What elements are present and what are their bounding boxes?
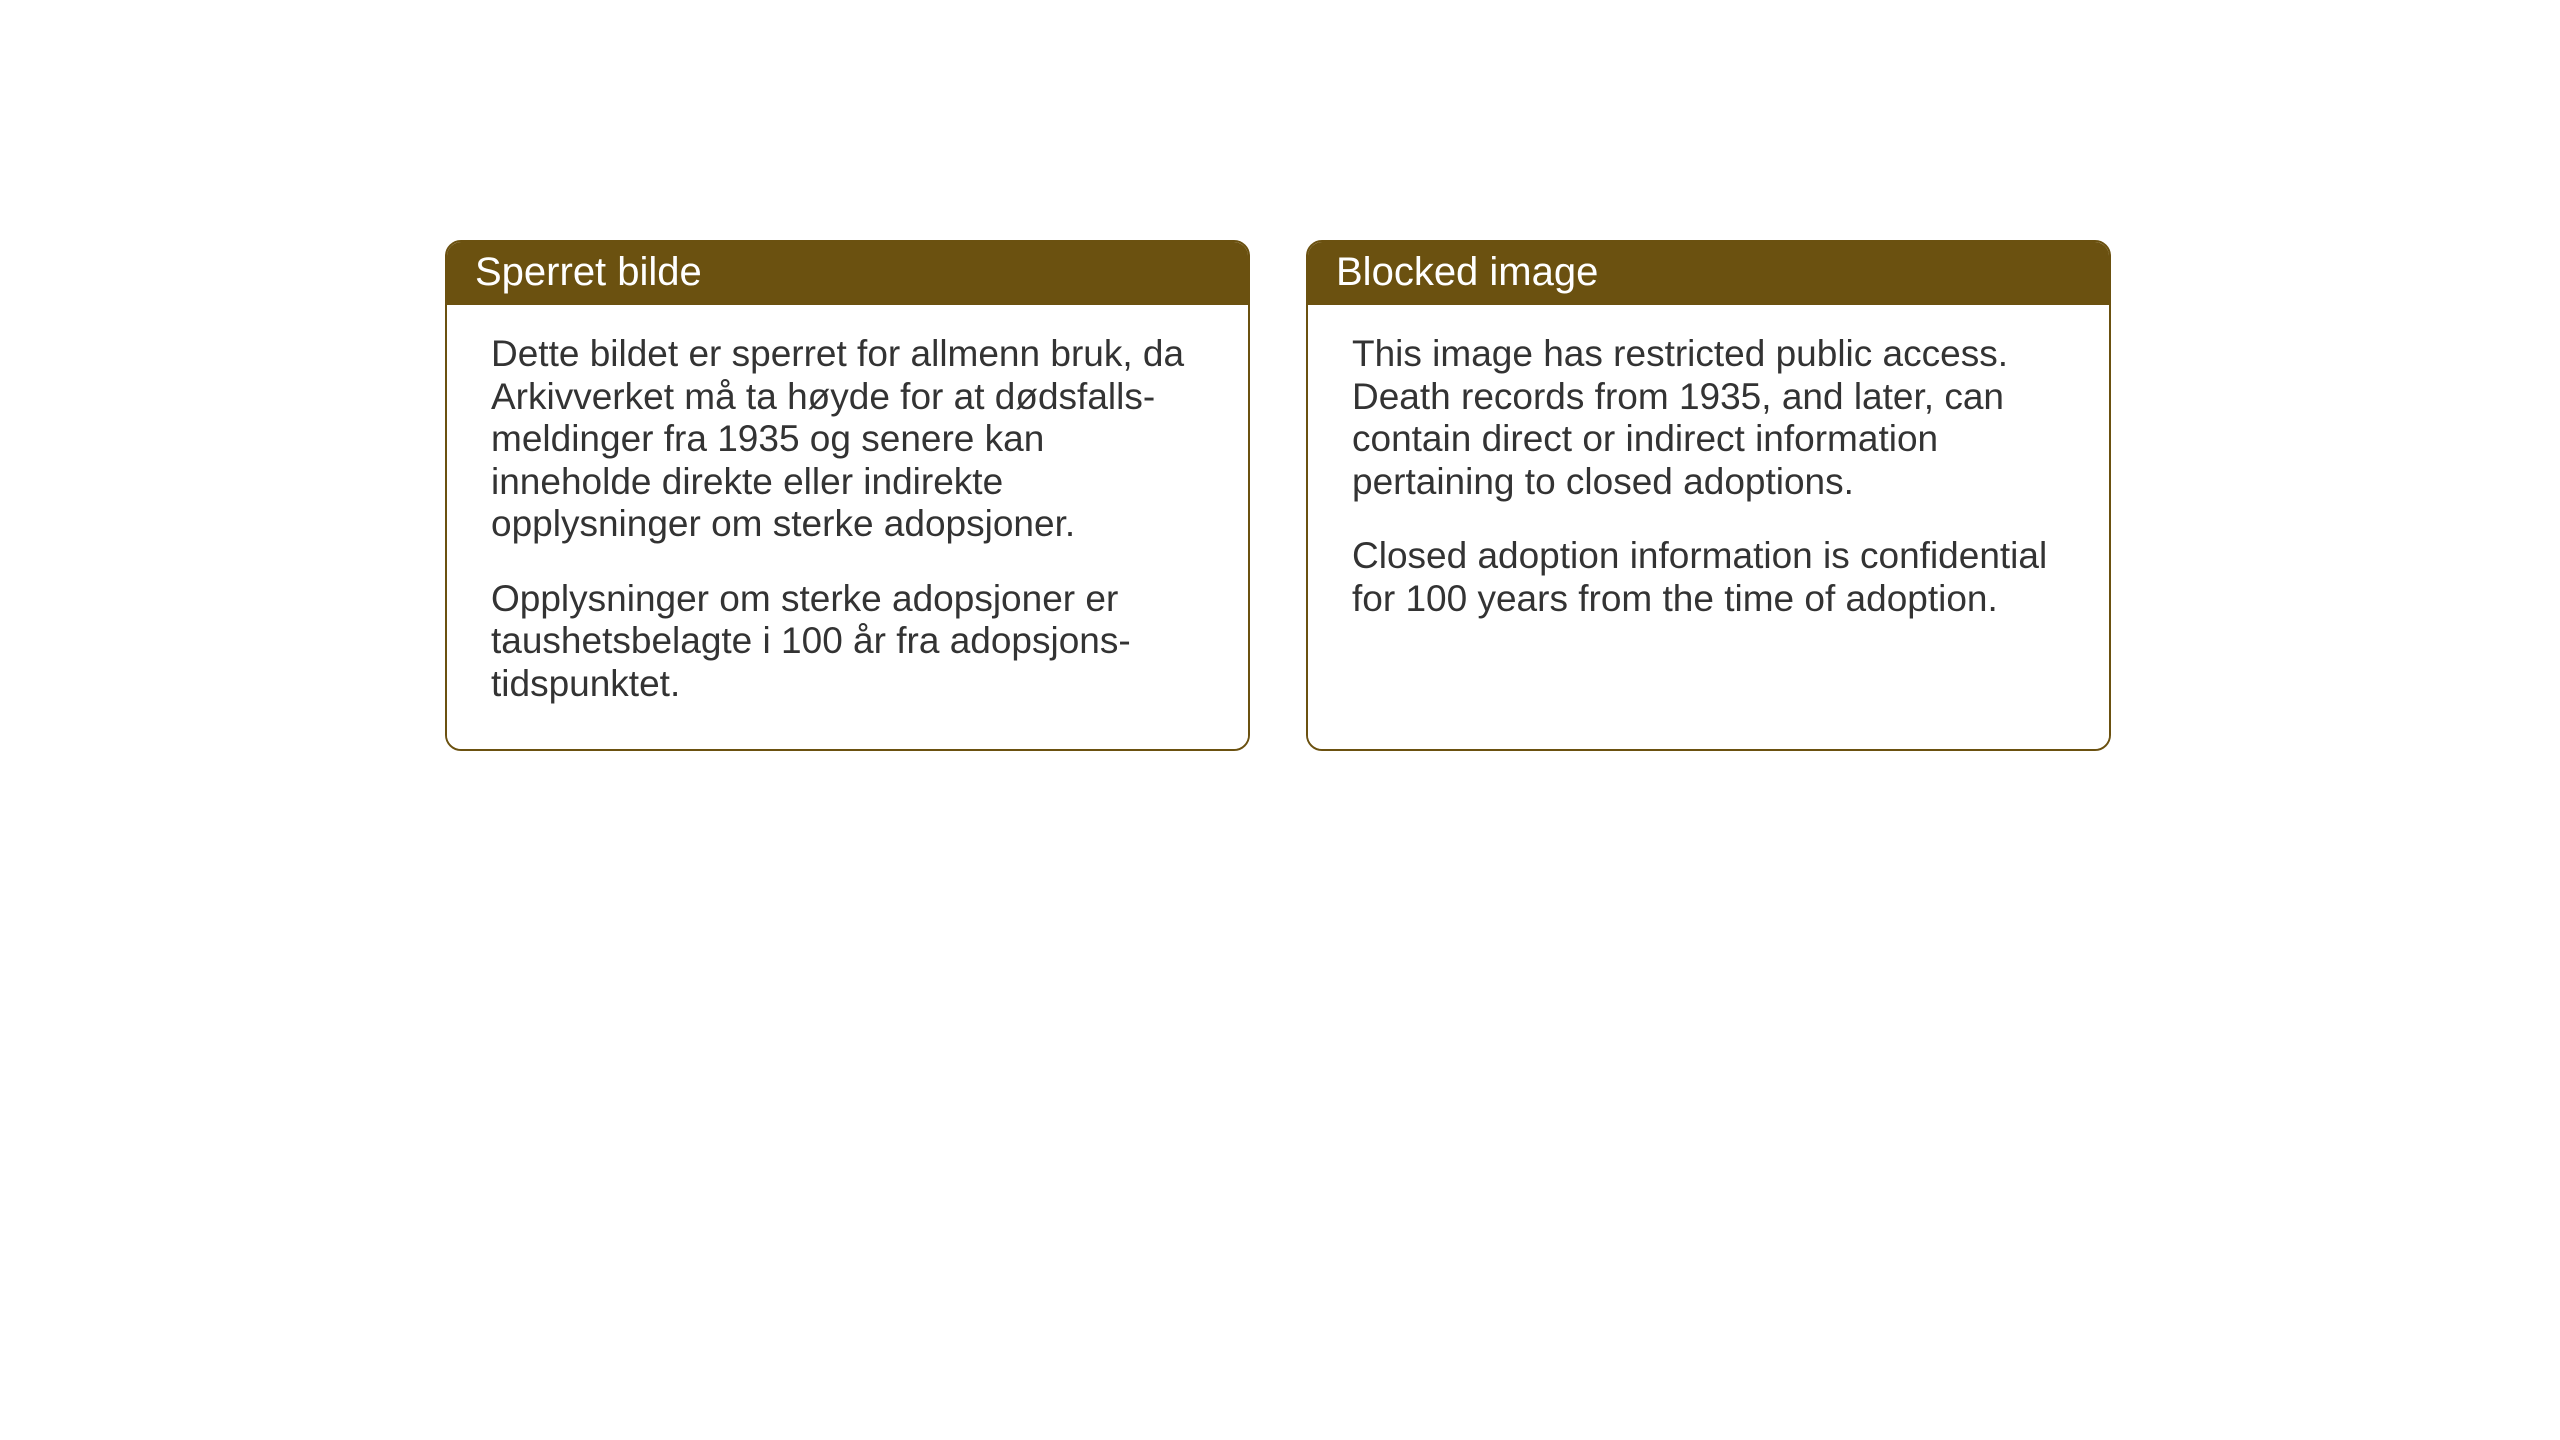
notice-header-english: Blocked image (1308, 242, 2109, 305)
notice-paragraph: This image has restricted public access.… (1352, 333, 2065, 503)
notice-header-norwegian: Sperret bilde (447, 242, 1248, 305)
notice-paragraph: Dette bildet er sperret for allmenn bruk… (491, 333, 1204, 546)
notice-body-english: This image has restricted public access.… (1308, 305, 2109, 749)
notice-box-norwegian: Sperret bilde Dette bildet er sperret fo… (445, 240, 1250, 751)
notice-container: Sperret bilde Dette bildet er sperret fo… (445, 240, 2111, 751)
notice-paragraph: Opplysninger om sterke adopsjoner er tau… (491, 578, 1204, 706)
notice-box-english: Blocked image This image has restricted … (1306, 240, 2111, 751)
notice-paragraph: Closed adoption information is confident… (1352, 535, 2065, 620)
notice-body-norwegian: Dette bildet er sperret for allmenn bruk… (447, 305, 1248, 749)
